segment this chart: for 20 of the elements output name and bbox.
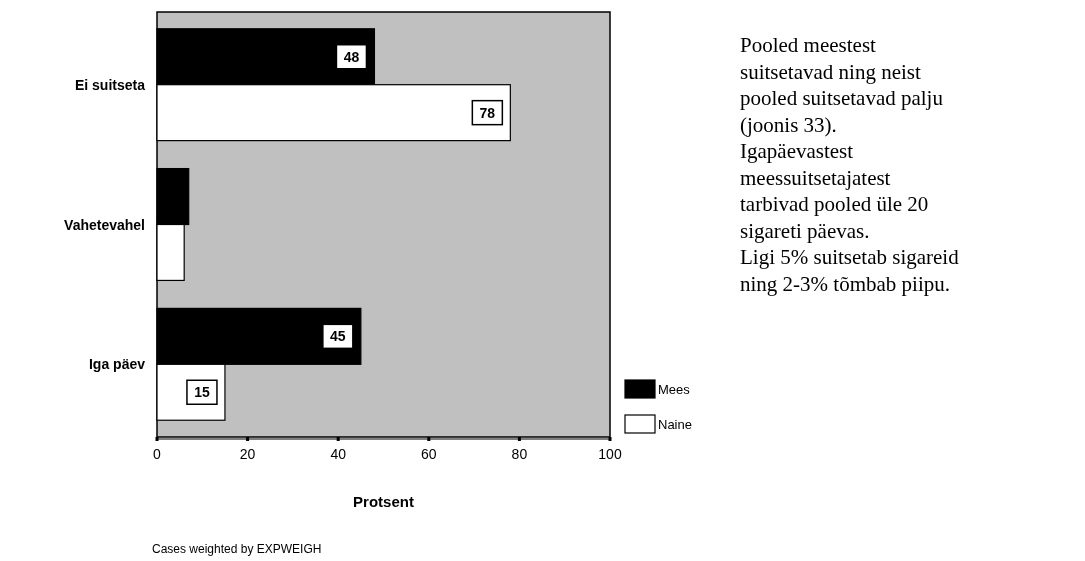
x-tick-label: 0 (153, 446, 162, 462)
y-tick-label: Ei suitseta (74, 76, 146, 93)
data-label: 45 (330, 328, 346, 345)
text: Pooled meestest suitsetavad ning neist pooled suitsetavad palju (joonis 33). (740, 33, 944, 137)
y-tick-label: Vahetevahel (64, 216, 145, 233)
x-tick-label: 20 (239, 446, 256, 462)
legend-label: Mees (658, 382, 691, 397)
text: Igapäevastest meessuitsetajatest tarbivad pooled üle 20 sigareti päevas. (740, 139, 929, 243)
x-tick-label: 40 (330, 446, 347, 462)
text: Ligi 5% suitsetab sigareid ning 2-3% tõmbab piipu. (740, 245, 960, 296)
x-axis-title: Protsent (353, 493, 414, 510)
text: Cases weighted by EXPWEIGH (152, 542, 322, 556)
data-label: 78 (479, 104, 496, 121)
data-label: 48 (343, 48, 360, 65)
data-label: 15 (194, 384, 210, 401)
x-tick-label: 100 (598, 446, 622, 462)
legend-label: Naine (658, 417, 692, 432)
x-tick-label: 60 (421, 446, 437, 462)
y-tick-label: Iga päev (88, 356, 146, 373)
x-tick-label: 80 (511, 446, 528, 462)
